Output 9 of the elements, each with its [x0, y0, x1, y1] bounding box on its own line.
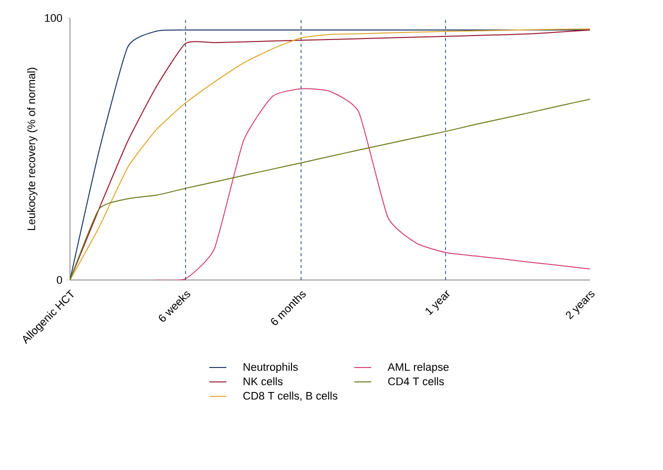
y-axis-title: Leukocyte recovery (% of normal) — [27, 68, 38, 230]
line-series — [156, 88, 590, 280]
legend-label: NK cells — [244, 377, 283, 386]
y-tick-label: 100 — [45, 14, 62, 22]
legend-label: CD8 T cells, B cells — [243, 392, 338, 401]
legend-label: CD4 T cells — [388, 377, 444, 386]
legend-label: AML relapse — [388, 362, 449, 373]
y-tick-label: 0 — [56, 276, 62, 284]
legend-label: Neutrophils — [244, 362, 298, 373]
